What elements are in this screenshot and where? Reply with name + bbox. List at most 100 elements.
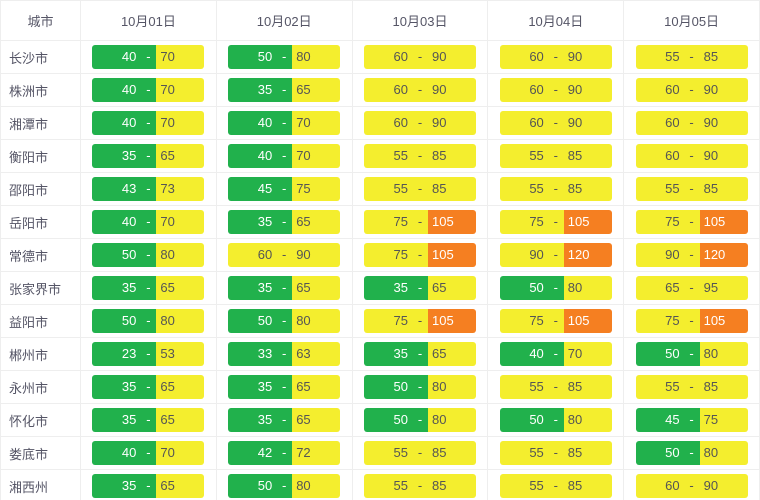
range-low: 55 [364, 441, 412, 465]
range-cell: 50-80 [624, 437, 760, 470]
range-high: 65 [156, 474, 204, 498]
range-low: 75 [500, 309, 548, 333]
range-badge: 55-85 [636, 177, 748, 201]
range-badge: 50-80 [364, 375, 476, 399]
range-low: 40 [92, 78, 140, 102]
range-cell: 35-65 [352, 338, 488, 371]
table-row: 衡阳市35-6540-7055-8555-8560-90 [1, 140, 760, 173]
range-high: 85 [700, 375, 748, 399]
range-low: 35 [228, 408, 276, 432]
range-cell: 43-73 [81, 173, 217, 206]
range-cell: 50-80 [216, 470, 352, 500]
range-badge: 40-70 [92, 441, 204, 465]
range-sep: - [684, 243, 700, 267]
range-cell: 42-72 [216, 437, 352, 470]
header-city: 城市 [1, 1, 81, 41]
range-low: 60 [364, 78, 412, 102]
range-cell: 60-90 [352, 74, 488, 107]
range-high: 75 [700, 408, 748, 432]
table-row: 怀化市35-6535-6550-8050-8045-75 [1, 404, 760, 437]
range-sep: - [548, 441, 564, 465]
range-cell: 60-90 [352, 107, 488, 140]
range-high: 85 [700, 177, 748, 201]
range-badge: 60-90 [500, 111, 612, 135]
range-low: 35 [92, 276, 140, 300]
range-high: 80 [428, 375, 476, 399]
range-high: 70 [564, 342, 612, 366]
range-cell: 35-65 [216, 404, 352, 437]
range-cell: 50-80 [81, 239, 217, 272]
range-badge: 55-85 [364, 144, 476, 168]
range-cell: 40-70 [81, 437, 217, 470]
table-row: 株洲市40-7035-6560-9060-9060-90 [1, 74, 760, 107]
header-date-4: 10月05日 [624, 1, 760, 41]
range-badge: 55-85 [500, 441, 612, 465]
range-high: 70 [156, 45, 204, 69]
range-cell: 40-70 [216, 140, 352, 173]
range-high: 90 [428, 45, 476, 69]
range-sep: - [140, 177, 156, 201]
range-high: 70 [156, 210, 204, 234]
range-low: 55 [500, 441, 548, 465]
range-sep: - [412, 474, 428, 498]
range-low: 75 [364, 243, 412, 267]
range-cell: 50-80 [81, 305, 217, 338]
range-badge: 43-73 [92, 177, 204, 201]
range-cell: 40-70 [81, 206, 217, 239]
range-badge: 90-120 [500, 243, 612, 267]
range-high: 72 [292, 441, 340, 465]
range-low: 35 [364, 276, 412, 300]
range-badge: 55-85 [364, 474, 476, 498]
range-low: 90 [636, 243, 684, 267]
range-high: 80 [292, 474, 340, 498]
range-cell: 75-105 [352, 305, 488, 338]
range-low: 75 [636, 210, 684, 234]
range-sep: - [276, 441, 292, 465]
range-high: 65 [292, 210, 340, 234]
table-row: 娄底市40-7042-7255-8555-8550-80 [1, 437, 760, 470]
range-low: 35 [228, 78, 276, 102]
range-sep: - [412, 342, 428, 366]
range-badge: 35-65 [92, 474, 204, 498]
range-low: 50 [228, 474, 276, 498]
range-sep: - [140, 111, 156, 135]
range-low: 55 [364, 474, 412, 498]
range-sep: - [684, 441, 700, 465]
range-high: 65 [428, 276, 476, 300]
range-high: 73 [156, 177, 204, 201]
range-high: 90 [700, 474, 748, 498]
range-badge: 75-105 [364, 243, 476, 267]
range-badge: 55-85 [500, 177, 612, 201]
range-cell: 65-95 [624, 272, 760, 305]
range-low: 55 [500, 177, 548, 201]
range-badge: 50-80 [500, 276, 612, 300]
range-badge: 50-80 [228, 474, 340, 498]
range-sep: - [140, 243, 156, 267]
range-low: 50 [500, 276, 548, 300]
range-badge: 50-80 [228, 309, 340, 333]
range-cell: 60-90 [624, 140, 760, 173]
range-badge: 60-90 [500, 78, 612, 102]
range-low: 35 [228, 276, 276, 300]
range-badge: 50-80 [92, 309, 204, 333]
range-sep: - [412, 78, 428, 102]
range-high: 90 [292, 243, 340, 267]
range-cell: 55-85 [352, 140, 488, 173]
range-high: 70 [292, 111, 340, 135]
range-high: 53 [156, 342, 204, 366]
range-high: 70 [156, 111, 204, 135]
range-cell: 60-90 [488, 41, 624, 74]
range-sep: - [276, 45, 292, 69]
range-badge: 35-65 [228, 78, 340, 102]
range-cell: 55-85 [624, 41, 760, 74]
range-low: 45 [228, 177, 276, 201]
range-badge: 35-65 [364, 342, 476, 366]
range-high: 95 [700, 276, 748, 300]
range-sep: - [684, 276, 700, 300]
range-cell: 60-90 [624, 74, 760, 107]
range-badge: 65-95 [636, 276, 748, 300]
range-badge: 75-105 [636, 210, 748, 234]
range-low: 75 [364, 309, 412, 333]
range-sep: - [548, 78, 564, 102]
range-badge: 35-65 [92, 144, 204, 168]
